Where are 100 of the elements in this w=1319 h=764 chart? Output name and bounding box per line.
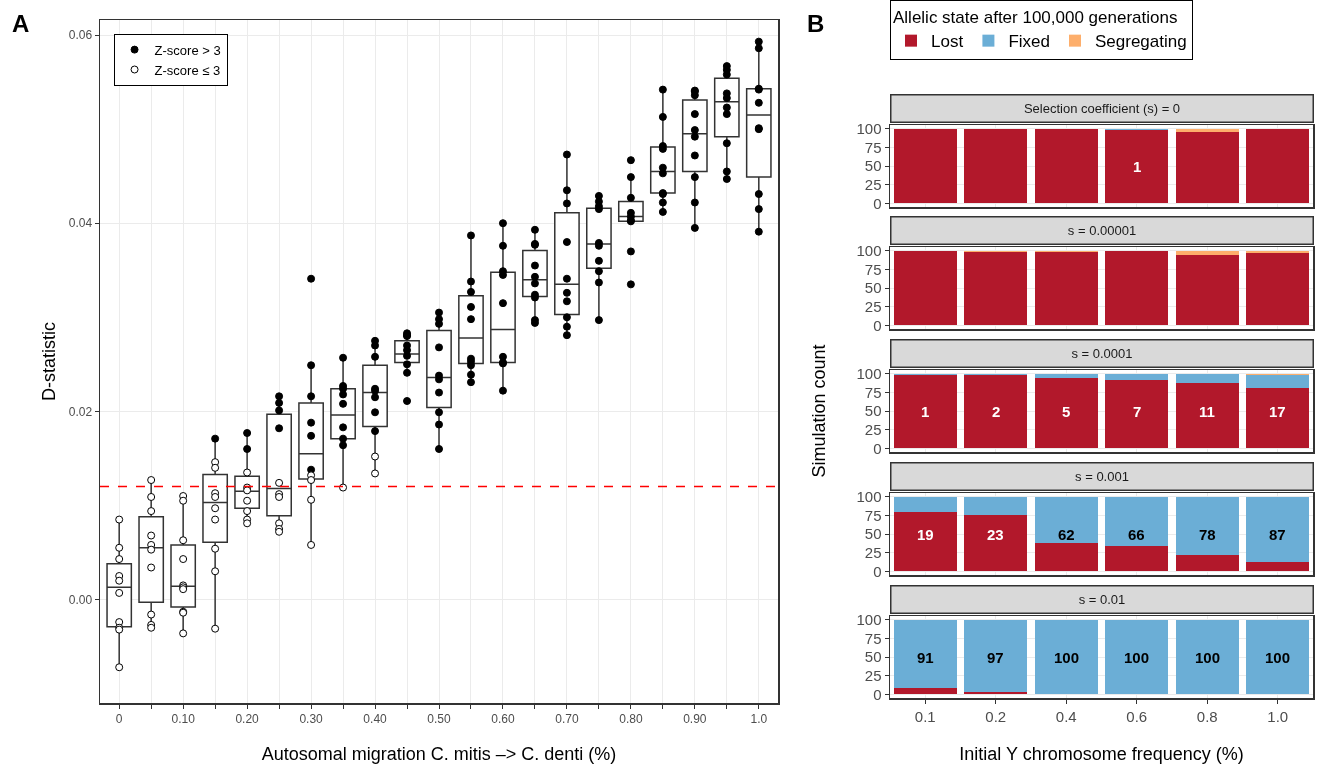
y-tick-label: 75 <box>864 138 882 156</box>
bar <box>964 619 1028 693</box>
data-label: 66 <box>1128 526 1145 543</box>
bar <box>1034 542 1098 572</box>
point <box>243 507 252 516</box>
bar <box>1034 619 1098 695</box>
point <box>307 540 316 549</box>
point <box>211 544 220 553</box>
data-label: 1 <box>921 403 930 420</box>
legend-label: Segregating <box>1094 32 1187 52</box>
y-tick-label: 50 <box>864 279 882 297</box>
y-axis-title: D-statistic <box>39 321 60 402</box>
point <box>147 507 156 516</box>
y-tick-label: 0.02 <box>68 404 93 419</box>
bar <box>1246 387 1310 449</box>
y-tick-label: 100 <box>856 364 882 382</box>
y-tick-label: 0 <box>873 562 882 580</box>
bar <box>1105 374 1169 380</box>
bar <box>1105 619 1169 695</box>
data-label: 78 <box>1199 526 1216 543</box>
data-label: 100 <box>1265 649 1291 666</box>
point <box>147 492 156 501</box>
x-tick-label: 0.50 <box>427 711 451 726</box>
chart-title: s = 0.00001 <box>1067 223 1137 238</box>
legend-label: Lost <box>931 32 964 52</box>
bar <box>1034 374 1098 379</box>
y-axis-title: Simulation count <box>808 344 830 478</box>
x-tick-label: 0.70 <box>555 711 579 726</box>
x-tick-label: 0.90 <box>683 711 707 726</box>
point <box>371 469 380 478</box>
x-tick-label: 0.20 <box>235 711 260 726</box>
y-tick-label: 25 <box>864 175 882 193</box>
point <box>147 476 156 485</box>
y-tick-label: 0.04 <box>68 216 93 231</box>
point <box>179 496 188 505</box>
data-label: 62 <box>1058 526 1075 543</box>
bar <box>893 511 957 572</box>
chart-title: s = 0.001 <box>1075 469 1129 484</box>
y-tick-label: 100 <box>856 487 882 505</box>
data-label: 17 <box>1269 403 1286 420</box>
point <box>147 545 156 554</box>
point <box>147 563 156 572</box>
point <box>211 515 220 524</box>
x-tick-label: 0.2 <box>985 707 1007 725</box>
point <box>243 468 252 477</box>
legend-label: Z-score ≤ 3 <box>154 62 221 78</box>
legend-label: Fixed <box>1008 32 1050 52</box>
chart-title: s = 0.01 <box>1078 592 1126 607</box>
x-tick-label: 0.80 <box>619 711 643 726</box>
x-tick-label: 0.1 <box>914 707 936 725</box>
data-label: 87 <box>1269 526 1286 543</box>
point <box>275 478 284 487</box>
text: A <box>12 10 30 37</box>
y-tick-label: 100 <box>856 119 882 137</box>
x-tick-label: 0.40 <box>363 711 388 726</box>
data-label: 5 <box>1062 403 1071 420</box>
x-axis-title: Initial Y chromosome frequency (%) <box>959 744 1244 764</box>
point <box>243 496 252 505</box>
chart-title: s = 0.0001 <box>1071 346 1133 361</box>
bar <box>1246 375 1310 388</box>
point <box>179 536 188 545</box>
bar <box>1246 619 1310 695</box>
point <box>307 495 316 504</box>
data-label: 7 <box>1133 403 1142 420</box>
point <box>211 567 220 576</box>
bar <box>893 375 957 449</box>
bar <box>964 514 1028 572</box>
x-tick-label: 0.30 <box>299 711 324 726</box>
bar <box>893 619 957 688</box>
x-axis-title: Autosomal migration C. mitis –> C. denti (%) <box>261 744 617 764</box>
point <box>115 515 124 524</box>
bar <box>1105 496 1169 546</box>
data-label: 91 <box>917 649 934 666</box>
point <box>371 452 380 461</box>
data-label: 19 <box>917 526 934 543</box>
bar <box>893 497 957 512</box>
point <box>179 555 188 564</box>
data-label: 11 <box>1199 403 1215 420</box>
y-tick-label: 75 <box>864 383 882 401</box>
data-label: 100 <box>1124 649 1150 666</box>
point <box>211 624 220 633</box>
y-tick-label: 50 <box>864 525 882 543</box>
point <box>179 629 188 638</box>
data-label: 97 <box>987 649 1004 666</box>
y-tick-label: 0 <box>873 316 882 334</box>
bar <box>1105 545 1169 572</box>
y-tick-label: 25 <box>864 543 882 561</box>
bar <box>1175 374 1239 383</box>
bar <box>1175 382 1239 449</box>
bar <box>964 375 1028 449</box>
y-tick-label: 0 <box>873 439 882 457</box>
y-tick-label: 0.00 <box>68 592 93 607</box>
bar <box>1175 619 1239 695</box>
point <box>115 576 124 585</box>
bar <box>964 497 1028 515</box>
y-tick-label: 75 <box>864 629 882 647</box>
point <box>147 610 156 619</box>
x-tick-label: 0.8 <box>1196 707 1218 725</box>
point <box>211 463 220 472</box>
legend-title: Allelic state after 100,000 generations <box>893 8 1178 28</box>
